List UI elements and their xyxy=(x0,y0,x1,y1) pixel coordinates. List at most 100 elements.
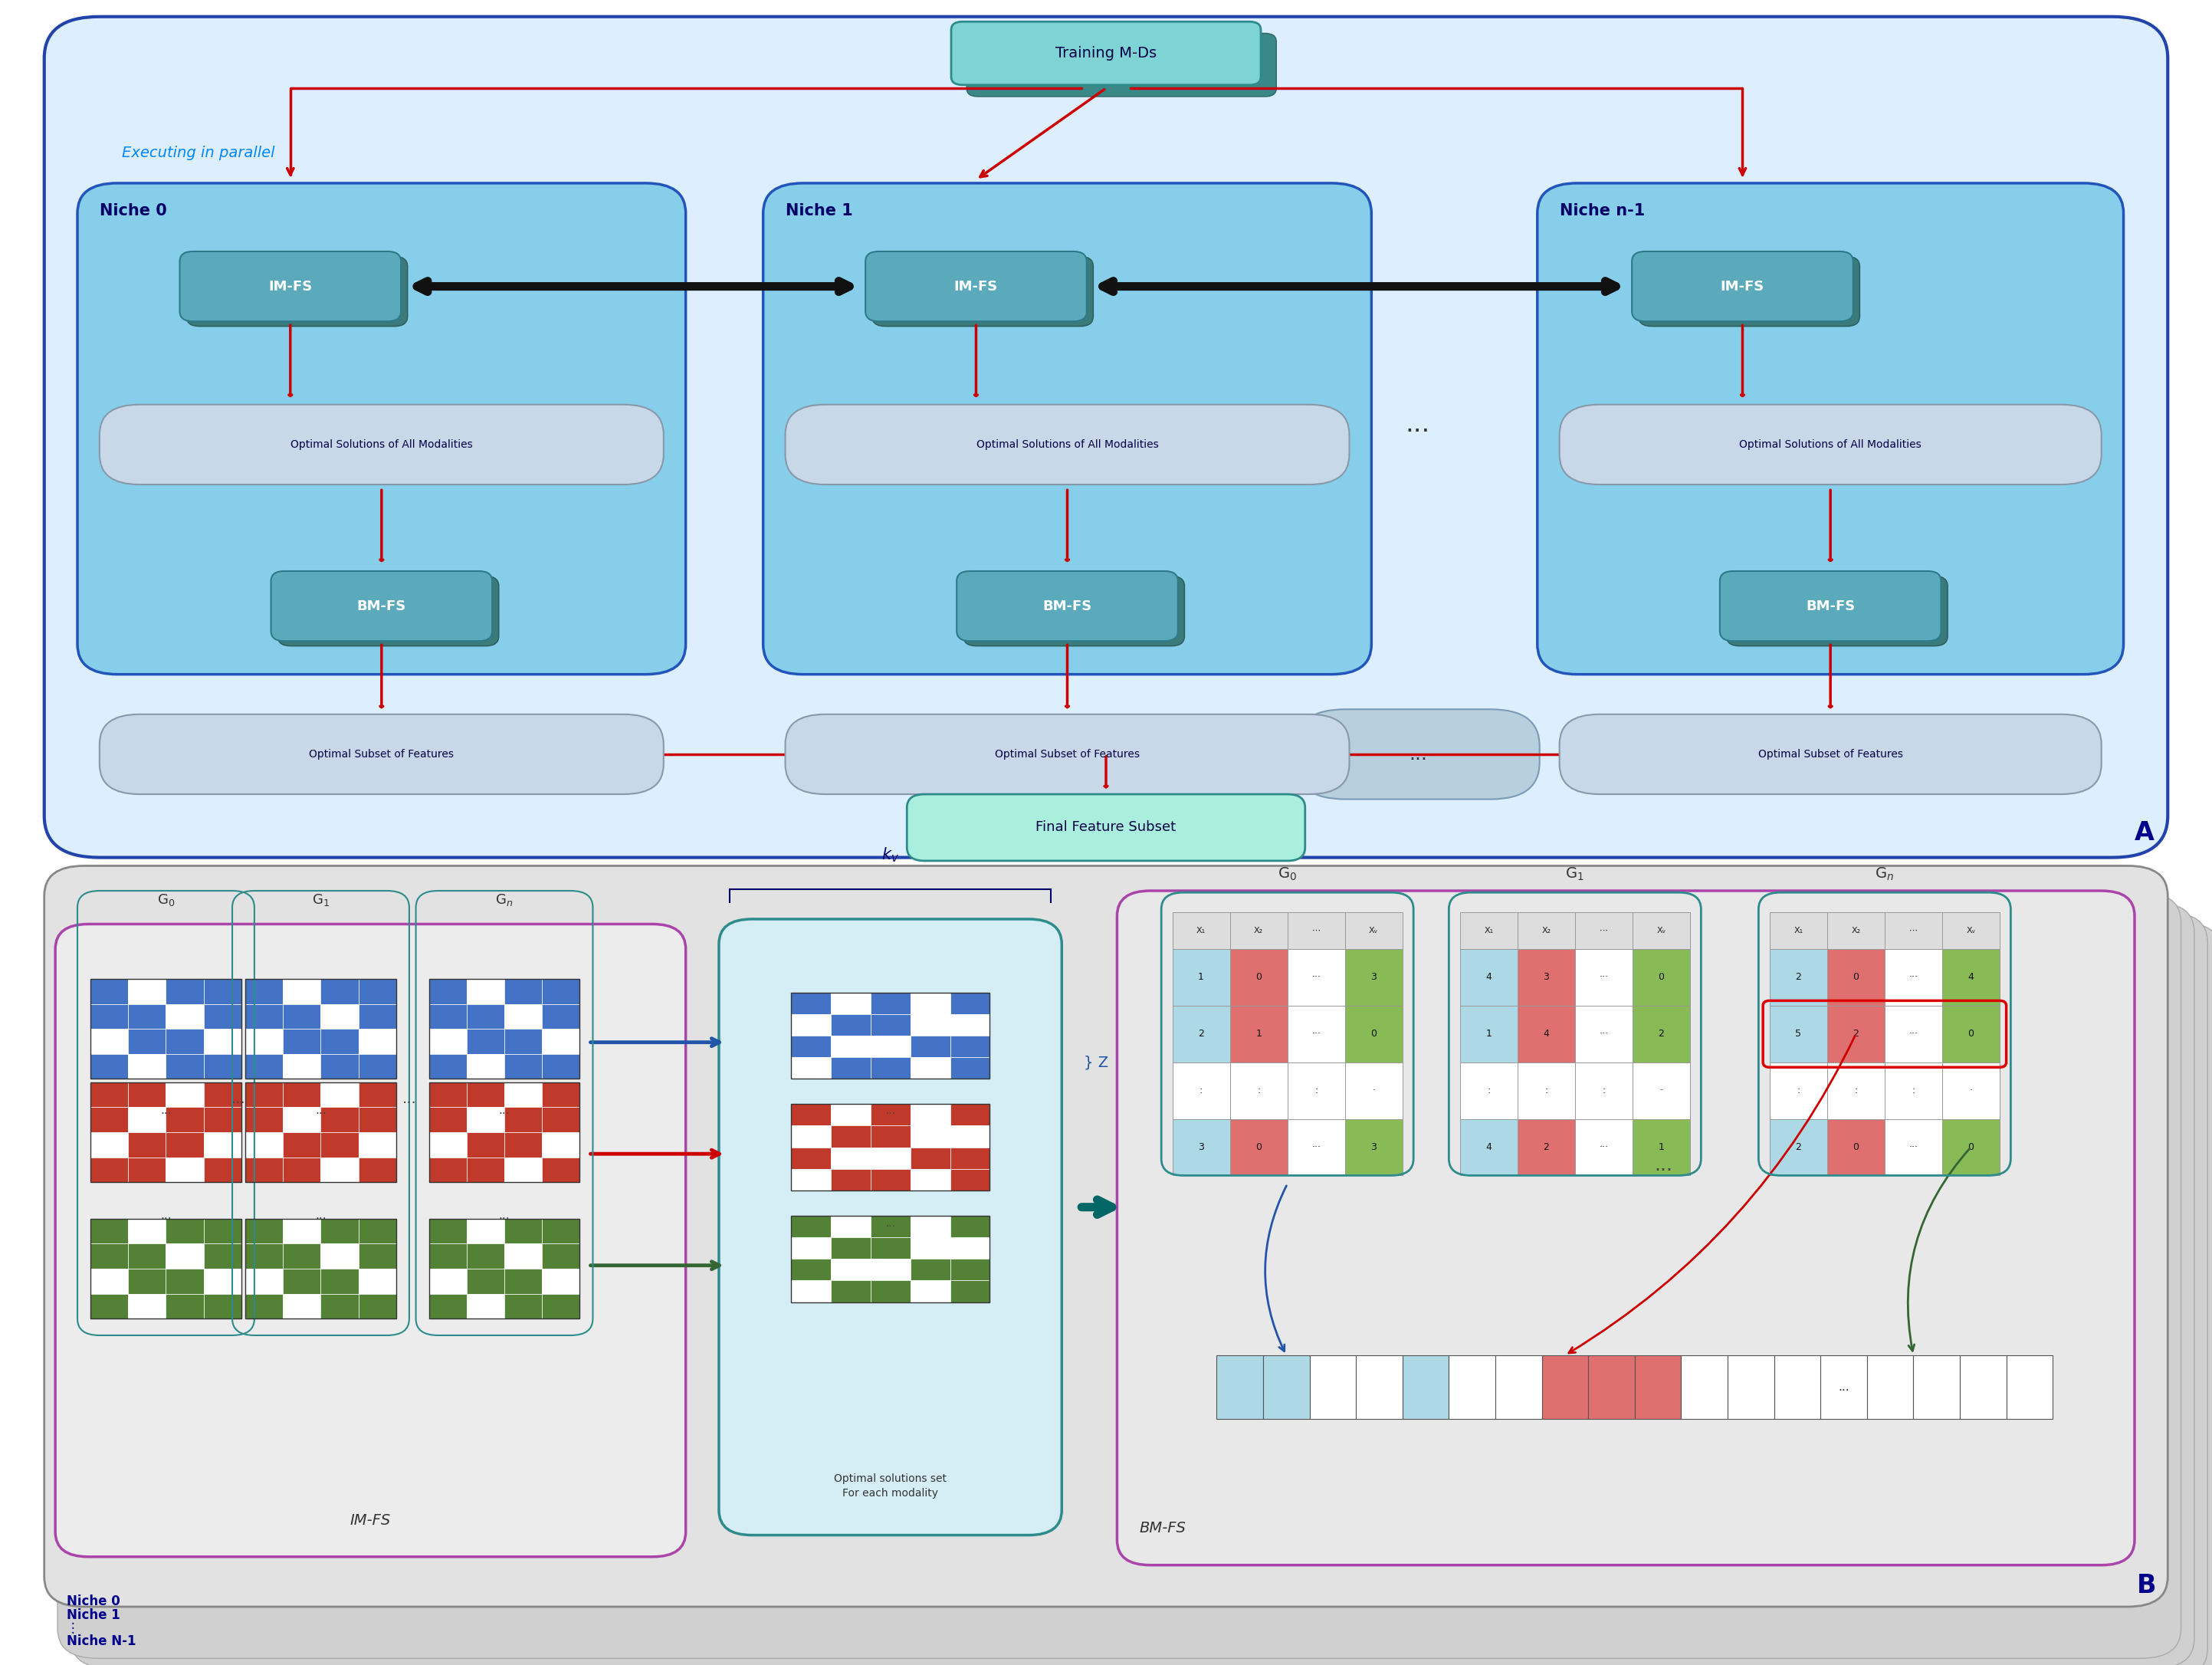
Bar xyxy=(246,1082,283,1107)
Text: ...: ... xyxy=(1838,1382,1849,1392)
Bar xyxy=(1632,912,1690,949)
Text: G$_n$: G$_n$ xyxy=(1876,866,1893,882)
Bar xyxy=(321,1107,358,1132)
Bar xyxy=(166,1269,204,1294)
Bar xyxy=(246,1294,283,1319)
Text: ···: ··· xyxy=(1599,1142,1608,1152)
Bar xyxy=(128,1269,166,1294)
Bar xyxy=(1542,1355,1588,1419)
FancyBboxPatch shape xyxy=(100,405,664,485)
Bar xyxy=(542,1269,580,1294)
Bar xyxy=(1287,1119,1345,1175)
Bar xyxy=(429,1054,467,1079)
Bar xyxy=(1770,1119,1827,1175)
Bar xyxy=(321,979,358,1004)
Text: ...: ... xyxy=(314,1106,327,1116)
Text: ...: ... xyxy=(885,1106,896,1116)
Bar xyxy=(429,1219,467,1244)
Text: A: A xyxy=(2135,821,2154,846)
Bar xyxy=(246,1219,283,1244)
Bar xyxy=(1517,1006,1575,1062)
Text: ···: ··· xyxy=(1909,1142,1918,1152)
Bar xyxy=(204,1004,241,1029)
Bar xyxy=(832,1104,872,1126)
Bar xyxy=(792,1104,832,1126)
Bar xyxy=(792,1126,832,1147)
FancyBboxPatch shape xyxy=(1725,576,1947,646)
Bar xyxy=(832,1280,872,1302)
Bar xyxy=(1460,1119,1517,1175)
Bar xyxy=(872,1126,911,1147)
Text: X₁: X₁ xyxy=(1794,927,1803,934)
Text: ·: · xyxy=(1371,1086,1376,1096)
Bar xyxy=(321,1004,358,1029)
Bar xyxy=(128,1132,166,1157)
Bar xyxy=(166,1107,204,1132)
Text: :: : xyxy=(1911,1086,1916,1096)
Bar xyxy=(246,1054,283,1079)
Bar xyxy=(792,1014,832,1036)
Bar xyxy=(1517,949,1575,1006)
Bar xyxy=(1885,912,1942,949)
Bar xyxy=(91,1269,128,1294)
Text: ...: ... xyxy=(885,1219,896,1229)
FancyBboxPatch shape xyxy=(1537,183,2124,674)
Text: Xᵥ: Xᵥ xyxy=(1657,927,1666,934)
Bar xyxy=(246,1269,283,1294)
Bar xyxy=(542,1294,580,1319)
Text: BM-FS: BM-FS xyxy=(1139,1522,1186,1535)
Text: Optimal Solutions of All Modalities: Optimal Solutions of All Modalities xyxy=(290,440,473,450)
Bar xyxy=(542,979,580,1004)
Text: Niche 1: Niche 1 xyxy=(785,203,852,218)
Bar xyxy=(951,1259,991,1280)
Bar xyxy=(911,1147,951,1169)
Bar xyxy=(1827,1119,1885,1175)
Text: Optimal solutions set
For each modality: Optimal solutions set For each modality xyxy=(834,1474,947,1498)
Bar xyxy=(1827,912,1885,949)
Text: ·: · xyxy=(1969,1086,1973,1096)
Bar xyxy=(91,1219,128,1244)
Text: X₂: X₂ xyxy=(1851,927,1860,934)
Text: 2: 2 xyxy=(1544,1142,1548,1152)
Text: BM-FS: BM-FS xyxy=(1042,599,1093,613)
Bar xyxy=(1287,949,1345,1006)
Bar xyxy=(429,1294,467,1319)
Text: ···: ··· xyxy=(1909,972,1918,982)
Bar xyxy=(467,1244,504,1269)
Bar xyxy=(792,1259,832,1280)
Text: 2: 2 xyxy=(1796,1142,1801,1152)
Bar xyxy=(204,1107,241,1132)
Bar xyxy=(1517,1062,1575,1119)
Bar xyxy=(283,1269,321,1294)
Bar xyxy=(1575,1119,1632,1175)
Bar xyxy=(951,1014,991,1036)
Bar xyxy=(1356,1355,1402,1419)
FancyBboxPatch shape xyxy=(956,571,1177,641)
Bar xyxy=(911,1014,951,1036)
Text: X₁: X₁ xyxy=(1484,927,1493,934)
Bar xyxy=(91,1004,128,1029)
Bar xyxy=(283,1132,321,1157)
Bar xyxy=(1495,1355,1542,1419)
Bar xyxy=(542,1132,580,1157)
Bar xyxy=(283,979,321,1004)
Bar xyxy=(321,1082,358,1107)
Bar xyxy=(504,1054,542,1079)
Bar xyxy=(91,979,128,1004)
Bar xyxy=(283,1082,321,1107)
Bar xyxy=(246,979,283,1004)
Text: :: : xyxy=(1854,1086,1858,1096)
Bar xyxy=(358,1219,396,1244)
FancyBboxPatch shape xyxy=(967,33,1276,97)
Text: } Z: } Z xyxy=(1084,1056,1108,1069)
Bar xyxy=(1885,1062,1942,1119)
Bar xyxy=(872,1280,911,1302)
Text: Final Feature Subset: Final Feature Subset xyxy=(1035,821,1177,834)
Bar xyxy=(1632,949,1690,1006)
Bar xyxy=(1460,912,1517,949)
Bar xyxy=(1774,1355,1820,1419)
Text: ⋯: ⋯ xyxy=(1599,927,1608,934)
Bar xyxy=(128,1157,166,1182)
Text: IM-FS: IM-FS xyxy=(1721,280,1765,293)
Bar xyxy=(283,1029,321,1054)
